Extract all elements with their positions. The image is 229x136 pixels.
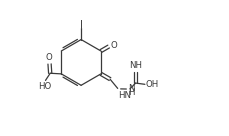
- Text: HN: HN: [118, 91, 131, 100]
- Text: OH: OH: [145, 80, 159, 89]
- Text: N: N: [128, 84, 135, 93]
- Text: HO: HO: [38, 82, 52, 91]
- Text: I: I: [80, 20, 83, 30]
- Text: O: O: [46, 52, 53, 61]
- Text: H: H: [128, 88, 135, 97]
- Text: NH: NH: [129, 61, 142, 70]
- Text: O: O: [111, 41, 118, 50]
